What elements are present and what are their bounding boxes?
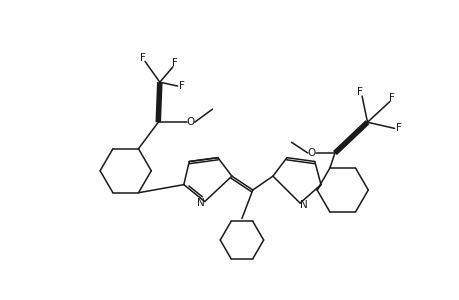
Text: F: F	[172, 58, 178, 68]
Text: F: F	[140, 52, 146, 63]
Text: F: F	[395, 123, 401, 134]
Text: F: F	[178, 81, 184, 91]
Text: F: F	[356, 87, 362, 97]
Text: O: O	[307, 148, 315, 158]
Text: N: N	[196, 198, 204, 208]
Text: O: O	[186, 117, 195, 127]
Text: N: N	[299, 200, 307, 210]
Text: F: F	[388, 93, 394, 103]
